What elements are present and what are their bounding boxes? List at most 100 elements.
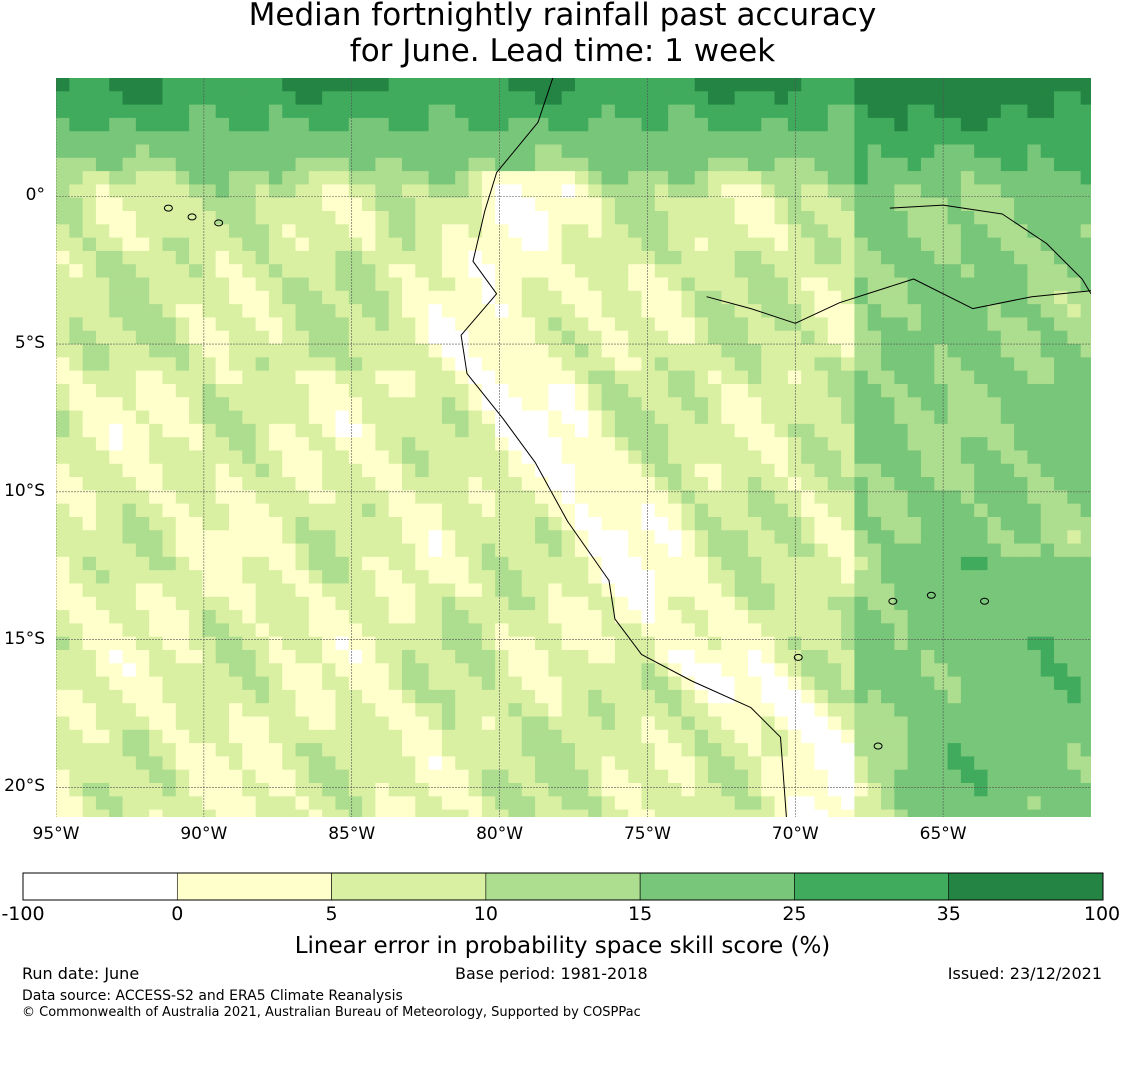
grid-cell (149, 317, 164, 332)
grid-cell (441, 304, 456, 319)
grid-cell (694, 237, 709, 252)
grid-cell (149, 104, 164, 119)
grid-cell (947, 277, 962, 292)
grid-cell (122, 237, 137, 252)
grid-cell (202, 184, 217, 199)
grid-cell (255, 317, 270, 332)
grid-cell (242, 144, 257, 159)
grid-cell (242, 117, 257, 132)
grid-cell (109, 157, 124, 172)
grid-cell (135, 290, 150, 305)
grid-cell (215, 197, 230, 212)
grid-cell (841, 304, 856, 319)
grid-cell (934, 144, 949, 159)
grid-cell (588, 157, 603, 172)
grid-cell (894, 104, 909, 119)
grid-cell (508, 317, 523, 332)
grid-cell (401, 237, 416, 252)
grid-cell (322, 144, 337, 159)
grid-cell (521, 157, 536, 172)
grid-cell (801, 184, 816, 199)
grid-cell (362, 290, 376, 305)
grid-cell (894, 131, 909, 146)
grid-cell (375, 157, 390, 172)
grid-cell (708, 304, 722, 319)
grid-cell (987, 211, 1002, 225)
grid-cell (1054, 264, 1068, 279)
grid-cell (588, 304, 603, 319)
grid-cell (255, 171, 270, 186)
grid-cell (255, 144, 270, 159)
grid-cell (708, 211, 722, 225)
grid-cell (401, 224, 416, 239)
grid-cell (960, 184, 975, 199)
grid-cell (814, 184, 829, 199)
grid-cell (708, 117, 722, 132)
grid-cell (175, 117, 190, 132)
grid-cell (455, 197, 470, 212)
grid-cell (774, 104, 789, 119)
grid-cell (987, 250, 1002, 265)
grid-cell (149, 171, 164, 186)
grid-cell (854, 78, 869, 92)
grid-cell (282, 264, 297, 279)
grid-cell (282, 237, 297, 252)
grid-cell (228, 317, 243, 332)
grid-cell (920, 250, 935, 265)
grid-cell (654, 317, 669, 332)
grid-cell (681, 131, 696, 146)
grid-cell (934, 131, 949, 146)
grid-cell (495, 211, 510, 225)
grid-cell (854, 250, 869, 265)
grid-cell (1040, 157, 1055, 172)
grid-cell (455, 224, 470, 239)
grid-cell (1014, 277, 1029, 292)
grid-cell (974, 144, 989, 159)
grid-cell (827, 211, 842, 225)
grid-cell (934, 197, 949, 212)
grid-cell (588, 211, 603, 225)
grid-cell (827, 250, 842, 265)
grid-cell (508, 117, 523, 132)
grid-cell (987, 117, 1002, 132)
grid-cell (1027, 317, 1042, 332)
grid-cell (401, 117, 416, 132)
grid-cell (814, 157, 829, 172)
grid-cell (215, 91, 230, 106)
grid-cell (242, 211, 257, 225)
grid-cell (774, 317, 789, 332)
grid-cell (761, 277, 776, 292)
grid-cell (441, 171, 456, 186)
grid-cell (1067, 277, 1082, 292)
grid-cell (149, 157, 164, 172)
grid-cell (561, 264, 576, 279)
grid-cell (734, 277, 749, 292)
grid-cell (202, 237, 217, 252)
grid-cell (1040, 197, 1055, 212)
grid-cell (841, 250, 856, 265)
grid-cell (468, 237, 483, 252)
grid-cell (721, 197, 736, 212)
grid-cell (654, 277, 669, 292)
grid-cell (721, 211, 736, 225)
grid-cell (428, 104, 443, 119)
grid-cell (441, 91, 456, 106)
grid-cell (348, 317, 363, 332)
grid-cell (1027, 144, 1042, 159)
grid-cell (561, 250, 576, 265)
grid-cell (628, 144, 643, 159)
grid-cell (441, 184, 456, 199)
grid-cell (202, 211, 217, 225)
grid-cell (561, 290, 576, 305)
grid-cell (308, 290, 323, 305)
grid-cell (827, 304, 842, 319)
grid-cell (548, 197, 563, 212)
grid-cell (947, 317, 962, 332)
grid-cell (401, 250, 416, 265)
colorbar-tick-label: 35 (936, 903, 961, 925)
grid-cell (588, 264, 603, 279)
grid-cell (322, 277, 337, 292)
grid-cell (441, 117, 456, 132)
grid-cell (827, 197, 842, 212)
grid-cell (535, 277, 549, 292)
